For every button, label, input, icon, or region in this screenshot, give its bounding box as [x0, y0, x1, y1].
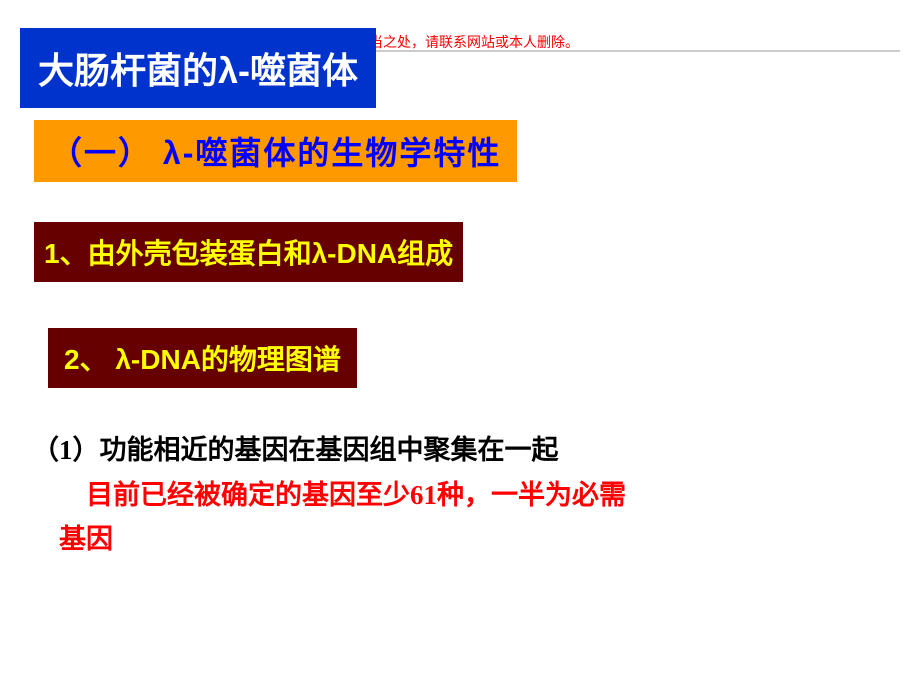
item-heading-1: 1、由外壳包装蛋白和λ-DNA组成 — [34, 222, 463, 282]
body-line-3-red: 基因 — [59, 524, 113, 554]
main-title: 大肠杆菌的λ-噬菌体 — [20, 28, 376, 108]
body-paragraph: （1）功能相近的基因在基因组中聚集在一起 目前已经被确定的基因至少61种，一半为… — [32, 428, 872, 562]
body-line-2-red: 目前已经被确定的基因至少61种，一半为必需 — [86, 480, 626, 510]
section-heading: （一） λ-噬菌体的生物学特性 — [34, 120, 517, 182]
body-line-1: （1）功能相近的基因在基因组中聚集在一起 — [32, 435, 559, 465]
item-heading-2: 2、 λ-DNA的物理图谱 — [48, 328, 357, 388]
